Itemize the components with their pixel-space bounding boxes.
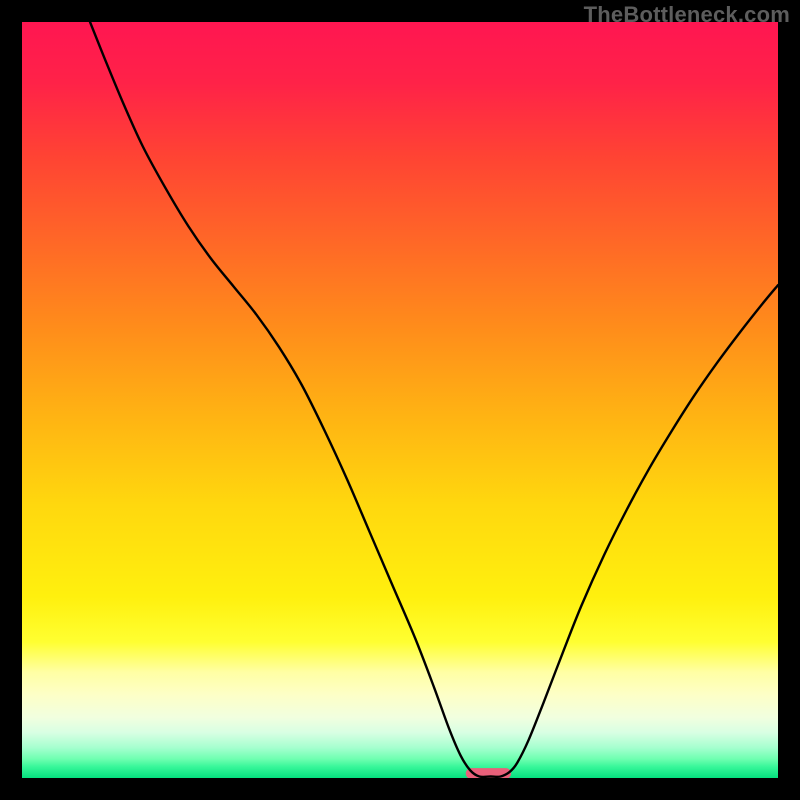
chart-background [22,22,778,778]
plot-area [22,22,778,778]
chart-frame: TheBottleneck.com [0,0,800,800]
bottleneck-curve-chart [22,22,778,778]
watermark-text: TheBottleneck.com [584,2,790,28]
